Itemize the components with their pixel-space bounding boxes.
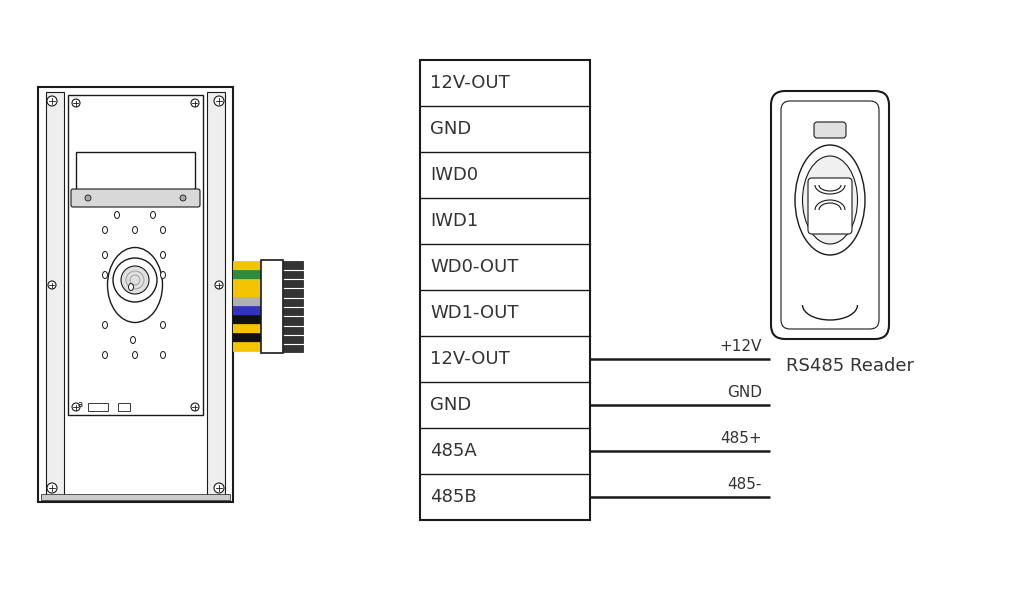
Bar <box>283 345 303 352</box>
Ellipse shape <box>160 251 165 258</box>
Text: 485A: 485A <box>430 442 477 460</box>
Bar <box>283 326 303 334</box>
FancyBboxPatch shape <box>771 91 889 339</box>
Ellipse shape <box>133 227 138 234</box>
Ellipse shape <box>131 336 136 343</box>
Ellipse shape <box>160 352 165 359</box>
Circle shape <box>121 266 149 294</box>
Circle shape <box>180 195 186 201</box>
Bar <box>41 494 230 500</box>
Circle shape <box>85 195 91 201</box>
Text: 12V-OUT: 12V-OUT <box>430 74 510 92</box>
Bar <box>283 317 303 324</box>
Ellipse shape <box>133 352 138 359</box>
Text: WD1-OUT: WD1-OUT <box>430 304 519 322</box>
Circle shape <box>48 281 56 289</box>
Ellipse shape <box>151 211 156 218</box>
Circle shape <box>113 258 157 302</box>
Bar <box>261 260 283 353</box>
FancyBboxPatch shape <box>71 189 200 207</box>
Bar <box>68 95 203 415</box>
Text: RS485 Reader: RS485 Reader <box>786 357 914 375</box>
Ellipse shape <box>107 247 162 323</box>
Bar <box>283 299 303 306</box>
Bar <box>46 92 64 497</box>
Ellipse shape <box>160 322 165 329</box>
Ellipse shape <box>129 284 134 290</box>
Ellipse shape <box>102 271 107 278</box>
Ellipse shape <box>795 145 865 255</box>
Text: IWD0: IWD0 <box>430 166 478 184</box>
FancyBboxPatch shape <box>808 178 852 234</box>
Text: 485-: 485- <box>727 477 762 492</box>
Text: IWD1: IWD1 <box>430 212 478 230</box>
Ellipse shape <box>802 156 857 244</box>
Bar <box>420 60 590 520</box>
Text: 12V-OUT: 12V-OUT <box>430 350 510 368</box>
Text: GND: GND <box>430 120 471 138</box>
Circle shape <box>47 96 57 106</box>
Text: a: a <box>78 400 83 409</box>
FancyBboxPatch shape <box>781 101 879 329</box>
Bar <box>118 403 130 411</box>
Circle shape <box>214 483 224 493</box>
Circle shape <box>72 403 80 411</box>
Circle shape <box>215 281 223 289</box>
Text: WD0-OUT: WD0-OUT <box>430 258 519 276</box>
Ellipse shape <box>160 271 165 278</box>
Circle shape <box>191 99 199 107</box>
Ellipse shape <box>160 227 165 234</box>
Bar <box>283 280 303 287</box>
Ellipse shape <box>102 322 107 329</box>
Bar <box>38 87 233 502</box>
Text: GND: GND <box>430 396 471 414</box>
Text: 485B: 485B <box>430 488 477 506</box>
Circle shape <box>72 99 80 107</box>
Text: GND: GND <box>727 385 762 400</box>
Bar <box>76 152 194 190</box>
Bar <box>283 308 303 315</box>
Bar <box>283 261 303 269</box>
FancyBboxPatch shape <box>814 122 846 138</box>
Text: 485+: 485+ <box>720 431 762 446</box>
Bar <box>283 271 303 278</box>
Circle shape <box>47 483 57 493</box>
Text: +12V: +12V <box>719 339 762 354</box>
Circle shape <box>214 96 224 106</box>
Ellipse shape <box>114 211 120 218</box>
Bar <box>207 92 225 497</box>
Bar <box>88 403 108 411</box>
Bar <box>283 336 303 343</box>
Ellipse shape <box>102 251 107 258</box>
Ellipse shape <box>102 352 107 359</box>
Circle shape <box>191 403 199 411</box>
Ellipse shape <box>102 227 107 234</box>
Bar <box>283 289 303 297</box>
